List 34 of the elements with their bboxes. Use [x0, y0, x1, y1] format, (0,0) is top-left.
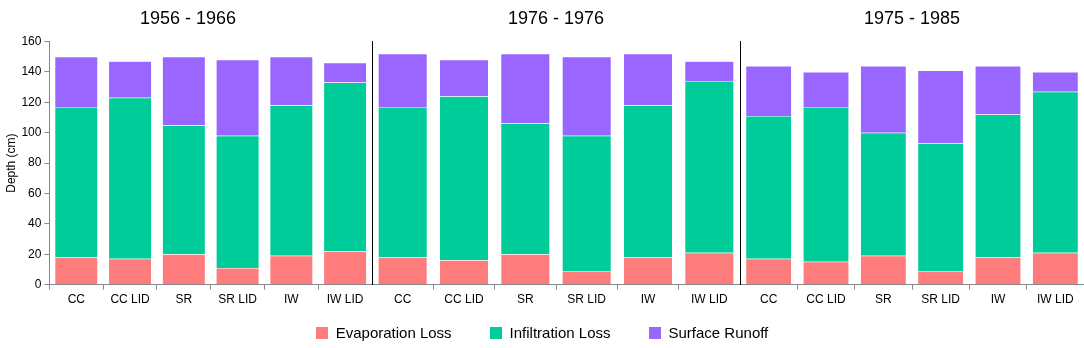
y-tick-label: 20: [28, 246, 42, 261]
x-tick-label: CC LID: [444, 292, 484, 307]
y-tick-label: 120: [21, 94, 42, 109]
x-tick-label: SR LID: [921, 292, 961, 307]
x-tick-label: IW LID: [1037, 292, 1074, 307]
y-tick-label: 140: [21, 64, 42, 79]
legend-label: Infiltration Loss: [509, 324, 611, 341]
x-tick-label: CC: [393, 292, 412, 307]
y-tick-label: 80: [28, 155, 42, 170]
y-tick-label: 100: [21, 125, 42, 140]
x-tick-label: SR: [875, 292, 892, 307]
x-tick-label: SR: [175, 292, 193, 307]
x-tick-label: IW: [284, 292, 300, 307]
x-tick-label: CC LID: [806, 292, 846, 307]
y-tick-label: 0: [34, 276, 42, 291]
x-tick-label: IW LID: [691, 292, 728, 307]
y-axis-title: Depth (cm): [3, 133, 18, 193]
y-tick-label: 160: [21, 33, 42, 48]
legend-label: Evaporation Loss: [335, 324, 452, 341]
x-tick-label: SR: [517, 292, 534, 307]
y-tick-label: 40: [28, 216, 42, 231]
x-tick-label: IW: [990, 292, 1006, 307]
x-tick-label: CC: [759, 292, 778, 307]
x-tick-label: SR LID: [567, 292, 607, 307]
legend-label: Surface Runoff: [668, 324, 769, 341]
chart-title: 1975 - 1985: [863, 7, 961, 28]
x-tick-label: IW LID: [326, 292, 364, 307]
x-tick-label: CC: [67, 292, 86, 307]
x-tick-label: CC LID: [110, 292, 151, 307]
x-tick-label: IW: [640, 292, 656, 307]
chart-title: 1956 - 1966: [139, 7, 237, 28]
chart-title: 1976 - 1976: [507, 7, 605, 28]
x-tick-label: SR LID: [218, 292, 258, 307]
y-tick-label: 60: [28, 185, 42, 200]
